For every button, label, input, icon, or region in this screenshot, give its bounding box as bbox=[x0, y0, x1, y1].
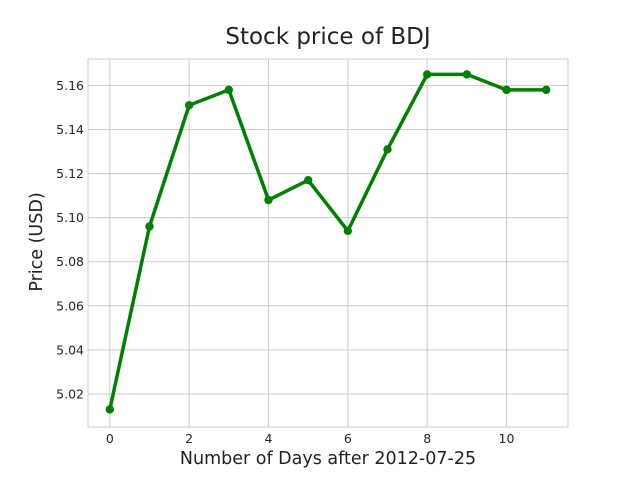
data-point bbox=[502, 85, 511, 95]
x-tick-label: 6 bbox=[344, 431, 352, 446]
data-point bbox=[462, 70, 472, 79]
data-point bbox=[105, 405, 115, 414]
y-tick-label: 5.08 bbox=[56, 254, 84, 269]
y-tick-label: 5.02 bbox=[56, 386, 84, 401]
y-tick-label: 5.16 bbox=[56, 78, 84, 93]
data-point bbox=[145, 222, 154, 231]
x-tick-labels: 0 2 4 6 8 10 bbox=[106, 431, 515, 446]
y-tick-label: 5.10 bbox=[56, 210, 84, 225]
y-tick-label: 5.14 bbox=[56, 122, 84, 137]
series-layer bbox=[105, 70, 551, 414]
data-point bbox=[303, 175, 313, 185]
data-point bbox=[343, 226, 353, 236]
y-tick-labels: 5.02 5.04 5.06 5.08 5.10 5.12 5.14 5.16 bbox=[56, 78, 84, 402]
grid-lines bbox=[88, 59, 568, 427]
data-point bbox=[224, 85, 234, 95]
x-tick-label: 4 bbox=[265, 431, 273, 446]
y-tick-label: 5.04 bbox=[56, 342, 84, 357]
x-tick-label: 2 bbox=[185, 431, 193, 446]
data-point bbox=[184, 101, 194, 110]
data-point bbox=[422, 70, 432, 79]
plot-area bbox=[87, 58, 569, 428]
chart-title: Stock price of BDJ bbox=[225, 24, 431, 50]
x-axis-label: Number of Days after 2012-07-25 bbox=[179, 449, 477, 469]
data-point bbox=[383, 145, 392, 154]
x-tick-label: 10 bbox=[499, 431, 515, 446]
data-point bbox=[264, 195, 273, 205]
x-tick-label: 0 bbox=[106, 431, 114, 446]
y-tick-label: 5.06 bbox=[56, 298, 84, 313]
series-line bbox=[108, 72, 548, 412]
y-tick-label: 5.12 bbox=[56, 166, 84, 181]
data-point bbox=[541, 85, 551, 95]
x-tick-label: 8 bbox=[423, 431, 431, 446]
